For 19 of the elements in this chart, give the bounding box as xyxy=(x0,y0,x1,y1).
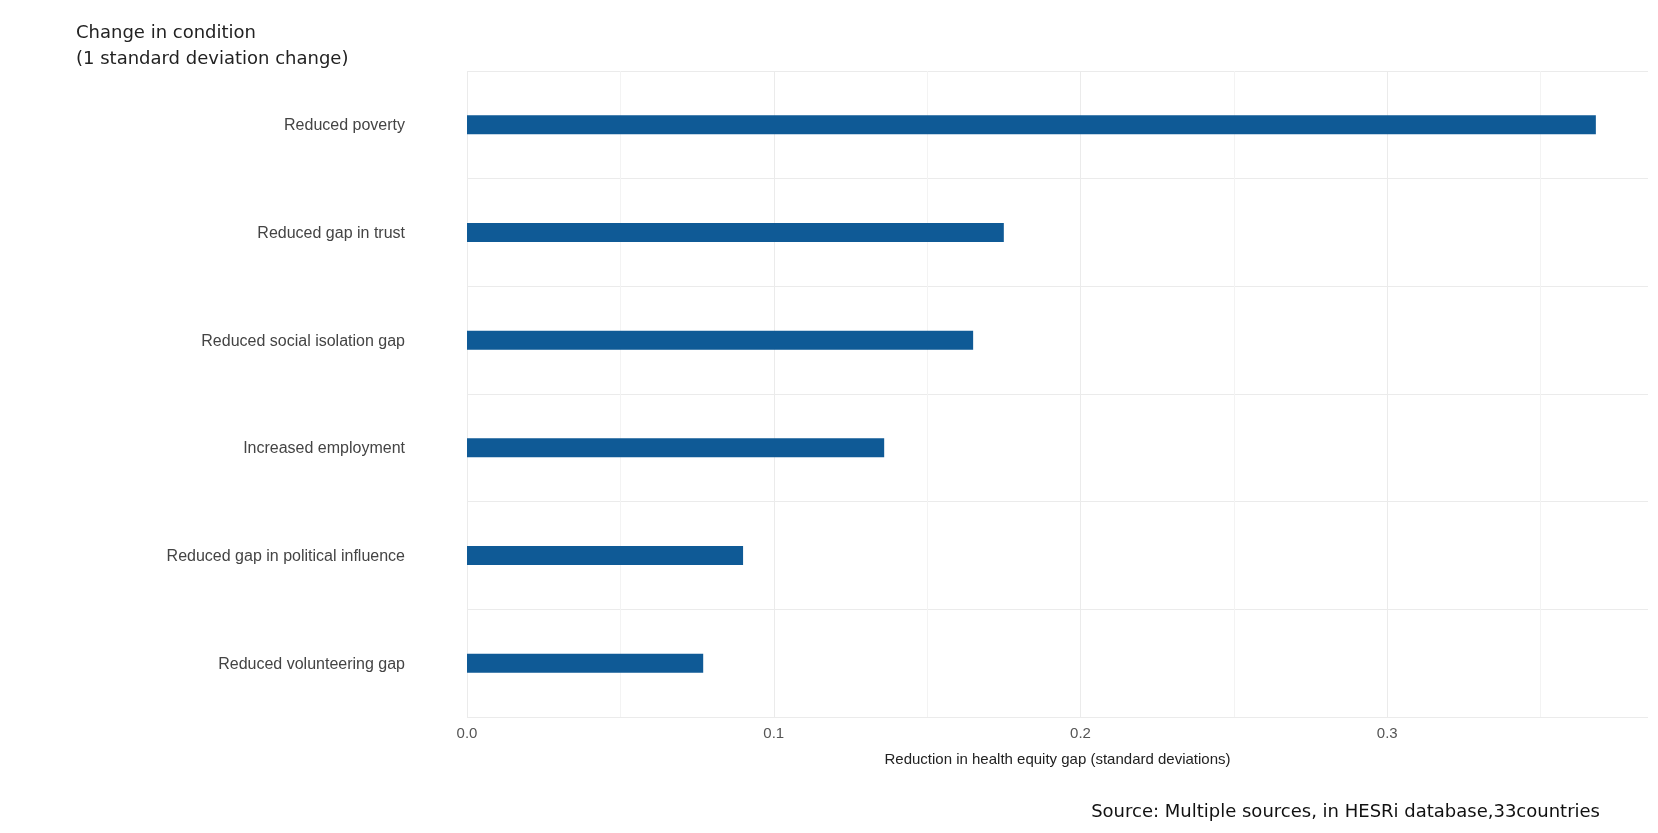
bar xyxy=(467,546,744,565)
source-note: Source: Multiple sources, in HESRi database,33countries xyxy=(1091,799,1601,821)
bar xyxy=(467,330,974,350)
bar xyxy=(467,223,1004,242)
y-tick-label: Reduced gap in trust xyxy=(257,224,406,241)
y-tick-label: Reduced social isolation gap xyxy=(201,331,406,349)
y-tick-label: Reduced poverty xyxy=(284,116,405,134)
y-tick-label: Reduced volunteering gap xyxy=(218,654,406,672)
y-tick-label: Increased employment xyxy=(243,439,406,457)
x-axis-title: Reduction in health equity gap (standard deviations) xyxy=(884,750,1231,767)
x-tick-label: 0.0 xyxy=(456,724,478,741)
x-tick-label: 0.1 xyxy=(763,724,785,741)
bar xyxy=(467,438,885,458)
x-tick-label: 0.2 xyxy=(1070,724,1091,741)
y-axis-title: Change in condition (1 standard deviation change) xyxy=(76,20,349,68)
bar xyxy=(467,115,1596,135)
bar xyxy=(467,653,704,673)
y-tick-label: Reduced gap in political influence xyxy=(166,547,406,564)
x-tick-label: 0.3 xyxy=(1376,724,1398,741)
